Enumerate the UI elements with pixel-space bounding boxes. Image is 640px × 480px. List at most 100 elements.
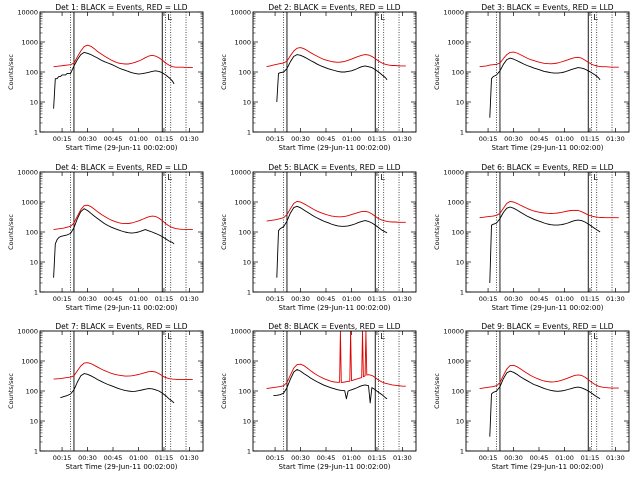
x-axis-label: Start Time (29-Jun-11 00:02:00) [492,304,604,312]
x-tick-label: 00:45 [104,295,123,303]
y-tick-label: 1 [247,289,251,297]
y-tick-label: 10000 [230,169,251,177]
series-line-events [273,369,388,404]
chart-title: Det 9: BLACK = Events, RED = LLD [481,322,613,331]
x-tick-label: 01:15 [155,295,174,303]
corner-mark: L [380,13,385,22]
x-tick-label: 00:15 [266,295,285,303]
y-tick-label: 10 [30,259,38,267]
corner-mark: L [593,13,598,22]
chart-panel-6: Det 6: BLACK = Events, RED = LLD Counts/s… [433,163,630,312]
x-tick-label: 00:15 [479,295,498,303]
chart-title: Det 7: BLACK = Events, RED = LLD [55,322,187,331]
x-axis-label: Start Time (29-Jun-11 00:02:00) [66,144,178,152]
x-axis-label: Start Time (29-Jun-11 00:02:00) [492,463,604,471]
x-tick-label: 00:30 [78,454,97,462]
chart-title: Det 8: BLACK = Events, RED = LLD [268,322,400,331]
corner-mark: L [167,13,172,22]
x-tick-label: 01:30 [606,454,625,462]
y-axis-label: Counts/sec [433,373,441,409]
x-tick-label: 00:45 [530,295,549,303]
x-tick-label: 00:30 [291,454,310,462]
plot-frame [465,330,630,452]
y-tick-label: 100 [452,388,464,396]
x-tick-label: 00:45 [104,135,123,143]
x-tick-label: 00:45 [317,295,336,303]
y-tick-label: 100 [26,229,38,237]
x-tick-label: 00:45 [530,135,549,143]
y-tick-label: 10 [456,259,464,267]
y-tick-label: 1000 [447,358,464,366]
x-tick-label: 00:45 [530,454,549,462]
y-tick-label: 1 [34,129,38,137]
x-axis-label: Start Time (29-Jun-11 00:02:00) [279,144,391,152]
y-tick-label: 10 [30,418,38,426]
x-tick-label: 01:30 [606,295,625,303]
x-tick-label: 00:30 [78,295,97,303]
x-tick-label: 01:15 [581,295,600,303]
y-tick-label: 10000 [230,328,251,336]
y-tick-label: 1000 [234,358,251,366]
x-tick-label: 01:00 [555,295,574,303]
x-tick-label: 00:15 [266,454,285,462]
x-tick-label: 00:30 [78,135,97,143]
corner-mark: L [380,332,385,341]
series-line-lld [479,364,619,390]
y-tick-label: 1000 [21,39,38,47]
y-axis-label: Counts/sec [7,214,15,250]
x-tick-label: 01:00 [129,295,148,303]
x-tick-label: 00:30 [291,295,310,303]
y-axis-label: Counts/sec [220,373,228,409]
x-tick-label: 00:15 [266,135,285,143]
x-tick-label: 01:30 [393,295,412,303]
series-line-lld [53,204,193,231]
y-tick-label: 1000 [447,199,464,207]
series-line-lld [53,44,193,69]
x-tick-label: 00:30 [504,454,523,462]
chart-title: Det 6: BLACK = Events, RED = LLD [481,163,613,172]
chart-title: Det 1: BLACK = Events, RED = LLD [55,3,187,12]
y-axis-label: Counts/sec [433,214,441,250]
y-tick-label: 1 [247,448,251,456]
x-tick-label: 01:15 [368,454,387,462]
y-tick-label: 10 [30,99,38,107]
x-tick-label: 00:45 [104,454,123,462]
x-tick-label: 01:15 [581,454,600,462]
plot-frame [39,11,204,133]
y-tick-label: 10000 [17,328,38,336]
series-line-events [276,54,388,103]
y-tick-label: 1 [34,289,38,297]
y-tick-label: 10000 [443,328,464,336]
corner-mark: L [593,173,598,182]
x-axis-label: Start Time (29-Jun-11 00:02:00) [66,304,178,312]
y-tick-label: 10000 [17,9,38,17]
plot-frame [39,171,204,293]
y-tick-label: 1000 [234,39,251,47]
x-tick-label: 01:30 [180,295,199,303]
y-tick-label: 100 [26,388,38,396]
y-axis-label: Counts/sec [7,373,15,409]
y-tick-label: 10000 [17,169,38,177]
y-tick-label: 1000 [234,199,251,207]
series-line-lld [266,200,406,223]
y-tick-label: 1000 [21,199,38,207]
chart-panel-9: Det 9: BLACK = Events, RED = LLD Counts/s… [433,322,630,471]
chart-title: Det 5: BLACK = Events, RED = LLD [268,163,400,172]
y-tick-label: 10000 [443,9,464,17]
plot-frame [252,171,417,293]
y-tick-label: 1 [460,289,464,297]
x-axis-label: Start Time (29-Jun-11 00:02:00) [66,463,178,471]
corner-mark: L [593,332,598,341]
chart-title: Det 4: BLACK = Events, RED = LLD [55,163,187,172]
x-axis-label: Start Time (29-Jun-11 00:02:00) [279,304,391,312]
series-line-events [60,373,175,404]
x-tick-label: 01:30 [393,454,412,462]
y-axis-label: Counts/sec [433,54,441,90]
y-axis-label: Counts/sec [7,54,15,90]
y-tick-label: 100 [239,229,251,237]
x-tick-label: 01:30 [393,135,412,143]
x-tick-label: 00:30 [291,135,310,143]
y-tick-label: 100 [239,388,251,396]
